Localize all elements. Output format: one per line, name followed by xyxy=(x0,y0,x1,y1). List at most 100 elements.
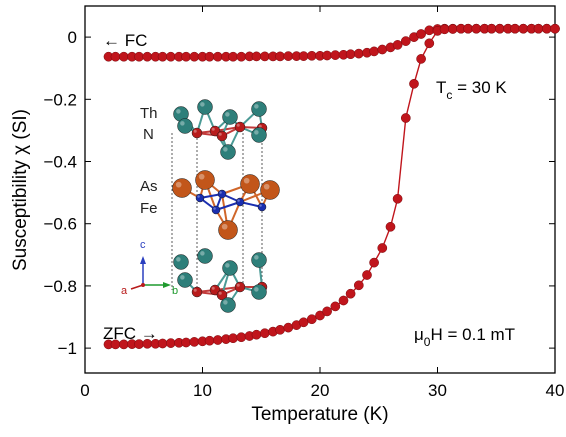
axis-b-label: b xyxy=(172,285,178,297)
data-point xyxy=(330,301,341,312)
inset-atoms xyxy=(172,99,280,313)
data-point xyxy=(283,51,294,61)
n-atom xyxy=(216,289,228,301)
n-atom-highlight xyxy=(218,132,222,136)
n-atom xyxy=(234,281,246,293)
as-atom-highlight xyxy=(198,173,205,180)
th-atom-highlight xyxy=(223,147,228,152)
th-atom xyxy=(173,254,189,270)
th-atom xyxy=(251,252,267,268)
data-point xyxy=(306,50,317,61)
data-point xyxy=(251,329,262,340)
data-point xyxy=(400,36,411,46)
th-atom-highlight xyxy=(254,104,259,109)
n-atom-highlight xyxy=(211,127,215,131)
data-point xyxy=(518,23,529,34)
data-point xyxy=(204,51,215,62)
n-atom xyxy=(191,127,203,139)
y-tick-label: −0.6 xyxy=(43,215,77,234)
as-atom-highlight xyxy=(263,183,270,190)
th-atom-highlight xyxy=(180,275,185,280)
tc-annotation-T: T xyxy=(436,78,446,97)
th-atom xyxy=(251,127,267,143)
data-point xyxy=(510,23,520,34)
as-atom xyxy=(218,220,238,240)
data-point xyxy=(439,24,450,35)
data-point xyxy=(165,51,176,62)
data-point xyxy=(416,54,426,64)
data-point xyxy=(409,78,419,89)
data-point xyxy=(385,221,396,232)
fc-label: ← FC xyxy=(103,31,147,50)
th-atom-highlight xyxy=(176,257,181,262)
data-point xyxy=(157,338,168,349)
as-atom-highlight xyxy=(221,223,228,230)
th-atom-highlight xyxy=(223,300,228,305)
th-atom xyxy=(197,248,213,264)
data-point xyxy=(259,328,270,339)
data-point xyxy=(189,337,200,347)
th-atom-highlight xyxy=(200,102,205,107)
n-atom xyxy=(234,121,246,133)
data-point xyxy=(330,50,341,60)
th-atom xyxy=(222,109,238,125)
data-point xyxy=(447,24,458,34)
inset-label-as: As xyxy=(140,178,158,195)
fe-atom-highlight xyxy=(197,195,200,198)
data-point xyxy=(362,270,372,280)
n-atom-highlight xyxy=(236,123,240,127)
x-tick-label: 20 xyxy=(311,381,330,400)
as-atom xyxy=(172,178,192,198)
field-annotation: μ0H = 0.1 mT xyxy=(414,325,515,349)
data-point xyxy=(322,306,332,317)
data-point xyxy=(204,335,215,346)
data-point xyxy=(165,338,176,348)
data-point xyxy=(377,44,388,55)
axis-triad: c a b xyxy=(121,239,178,297)
data-point xyxy=(322,50,332,61)
y-axis-label: Susceptibility χ (SI) xyxy=(10,109,31,271)
data-point xyxy=(236,332,247,343)
th-atom xyxy=(251,101,267,117)
n-atom-highlight xyxy=(236,283,240,287)
th-atom-highlight xyxy=(225,263,230,268)
data-point xyxy=(377,243,388,253)
inset-label-n: N xyxy=(143,126,154,143)
th-atom-highlight xyxy=(225,112,230,117)
n-atom-highlight xyxy=(218,291,222,295)
y-tick-label: −1 xyxy=(58,339,77,358)
x-axis-label: Temperature (K) xyxy=(251,404,388,425)
data-series xyxy=(103,23,560,350)
fe-atom xyxy=(217,189,227,199)
data-point xyxy=(142,51,153,62)
data-point xyxy=(298,317,309,328)
axis-c-label: c xyxy=(140,239,146,251)
data-point xyxy=(353,280,364,291)
th-atom-highlight xyxy=(176,109,181,114)
data-point xyxy=(157,51,168,62)
data-point xyxy=(369,257,379,268)
fe-atom xyxy=(211,205,221,215)
data-point xyxy=(275,51,285,62)
th-atom xyxy=(197,99,213,115)
field-annotation-sub: 0 xyxy=(424,335,431,349)
th-atom xyxy=(220,297,236,313)
x-tick-label: 40 xyxy=(546,381,565,400)
y-tick-label: 0 xyxy=(68,28,77,47)
data-point xyxy=(486,23,497,34)
fe-atom xyxy=(257,202,267,212)
y-tick-label: −0.2 xyxy=(43,90,77,109)
data-point xyxy=(541,23,552,34)
n-atom-highlight xyxy=(258,124,262,128)
th-atom xyxy=(222,260,238,276)
fe-atom-highlight xyxy=(219,191,222,194)
field-annotation-value: H = 0.1 mT xyxy=(430,325,515,344)
y-tick-label: −0.4 xyxy=(43,153,77,172)
th-atom-highlight xyxy=(180,121,185,126)
n-atom-highlight xyxy=(193,288,197,292)
fe-atom xyxy=(195,193,205,203)
data-point xyxy=(306,314,317,325)
fe-atom-highlight xyxy=(259,204,262,207)
data-point xyxy=(212,51,223,62)
